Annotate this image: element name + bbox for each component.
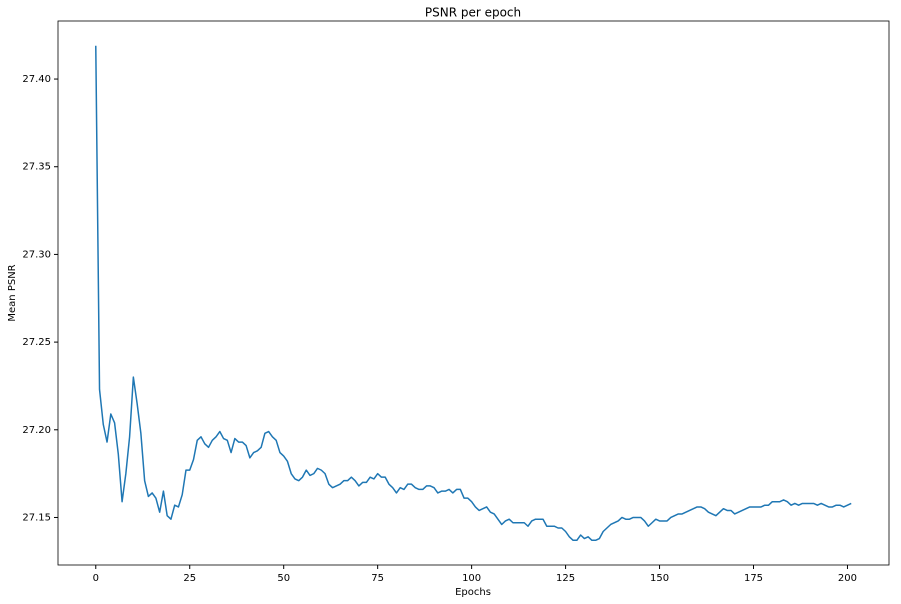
chart-title: PSNR per epoch bbox=[425, 6, 521, 20]
y-tick-label: 27.25 bbox=[22, 337, 51, 348]
y-tick-label: 27.15 bbox=[22, 512, 51, 523]
x-tick-label: 150 bbox=[650, 573, 669, 584]
plot-frame bbox=[57, 20, 890, 566]
x-tick-label: 100 bbox=[462, 573, 481, 584]
y-tick-label: 27.40 bbox=[22, 74, 51, 85]
x-axis-label: Epochs bbox=[455, 587, 491, 598]
y-tick-label: 27.35 bbox=[22, 162, 51, 173]
y-axis-label: Mean PSNR bbox=[7, 264, 18, 321]
x-tick-label: 175 bbox=[744, 573, 763, 584]
x-tick-label: 200 bbox=[838, 573, 857, 584]
x-tick-label: 50 bbox=[277, 573, 290, 584]
x-tick-label: 25 bbox=[183, 573, 196, 584]
x-tick-label: 75 bbox=[371, 573, 384, 584]
y-tick-label: 27.20 bbox=[22, 425, 51, 436]
y-tick-label: 27.30 bbox=[22, 249, 51, 260]
x-tick-label: 0 bbox=[93, 573, 99, 584]
x-tick-label: 125 bbox=[556, 573, 575, 584]
data-line bbox=[95, 45, 852, 542]
